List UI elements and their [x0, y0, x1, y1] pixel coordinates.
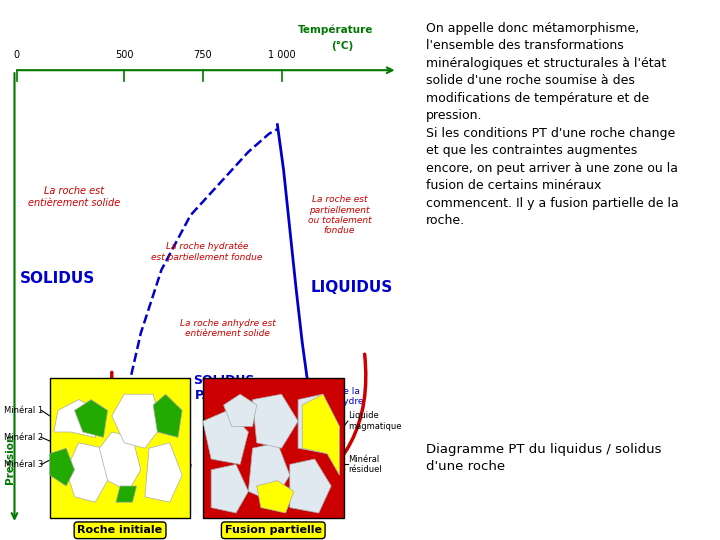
Polygon shape — [153, 394, 182, 437]
Text: SOLIDUS: SOLIDUS — [20, 272, 96, 286]
Polygon shape — [54, 400, 99, 437]
Text: Roche initiale: Roche initiale — [78, 525, 163, 535]
Text: Liquide
magmatique: Liquide magmatique — [348, 411, 401, 431]
Polygon shape — [203, 410, 248, 464]
Polygon shape — [74, 400, 108, 437]
Polygon shape — [99, 432, 141, 491]
Polygon shape — [248, 443, 289, 502]
Text: La roche est
entièrement solide: La roche est entièrement solide — [28, 186, 121, 208]
Polygon shape — [302, 394, 340, 475]
Text: Minéral 3: Minéral 3 — [4, 460, 43, 469]
Bar — [203, 378, 343, 518]
Text: La roche anhydre est
entièrement solide: La roche anhydre est entièrement solide — [180, 319, 276, 339]
Text: SOLIDUS
PARTIEL: SOLIDUS PARTIEL — [193, 374, 254, 402]
Polygon shape — [145, 443, 182, 502]
Text: Pression: Pression — [5, 434, 15, 484]
Text: La roche est
partiellement
ou totalement
fondue: La roche est partiellement ou totalement… — [307, 195, 372, 235]
Polygon shape — [211, 464, 248, 513]
Text: 500: 500 — [115, 50, 133, 60]
Polygon shape — [223, 394, 256, 427]
Polygon shape — [50, 448, 74, 486]
Bar — [50, 378, 190, 518]
Text: 1 000: 1 000 — [268, 50, 295, 60]
Polygon shape — [298, 394, 340, 454]
Text: LIQUIDUS: LIQUIDUS — [311, 280, 393, 295]
Polygon shape — [253, 394, 298, 448]
Text: 0: 0 — [14, 50, 19, 60]
Text: Fusion partielle: Fusion partielle — [225, 525, 322, 535]
Text: Minéral 2: Minéral 2 — [4, 433, 43, 442]
Polygon shape — [112, 394, 161, 448]
Text: Minéral
résiduel: Minéral résiduel — [348, 455, 382, 474]
Text: Diagramme PT du liquidus / solidus
d'une roche: Diagramme PT du liquidus / solidus d'une… — [426, 443, 662, 473]
Polygon shape — [66, 443, 108, 502]
Polygon shape — [116, 486, 137, 502]
Text: Température: Température — [298, 24, 374, 35]
Text: (°C): (°C) — [331, 41, 354, 51]
Polygon shape — [289, 459, 331, 513]
Text: Minéral 1: Minéral 1 — [4, 406, 43, 415]
Polygon shape — [256, 481, 294, 513]
Text: 750: 750 — [194, 50, 212, 60]
Text: Solidus de la
roche anhydre: Solidus de la roche anhydre — [299, 387, 364, 407]
Text: On appelle donc métamorphisme,
l'ensemble des transformations
minéralogiques et : On appelle donc métamorphisme, l'ensembl… — [426, 22, 679, 227]
Text: Solidus de la
roche hydratée: Solidus de la roche hydratée — [122, 450, 192, 470]
Text: La roche hydratée
est partiellement fondue: La roche hydratée est partiellement fond… — [151, 242, 263, 261]
